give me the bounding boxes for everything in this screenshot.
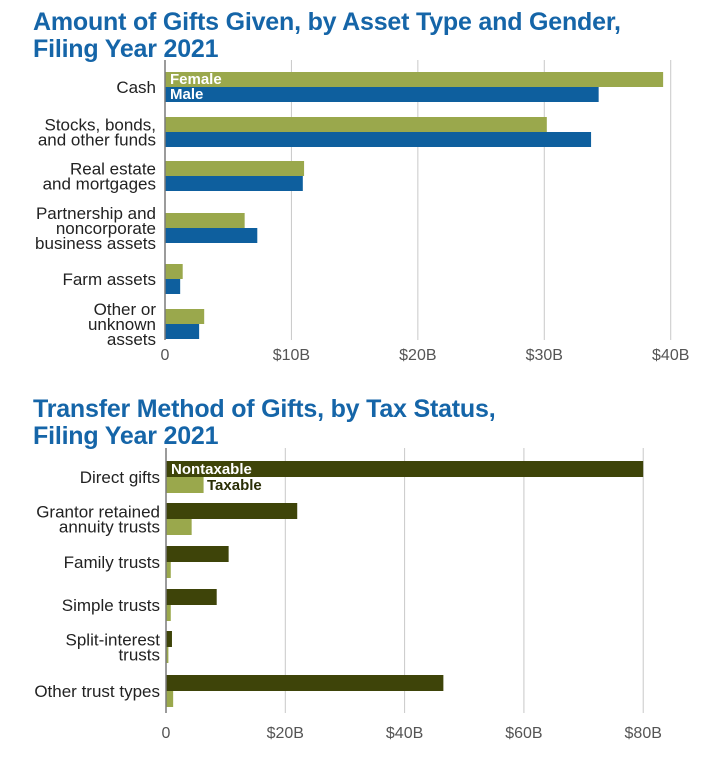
series-label-male: Male xyxy=(170,86,203,103)
title-line-1: Transfer Method of Gifts, by Tax Status, xyxy=(33,395,496,423)
bar-nontaxable xyxy=(166,631,172,647)
x-tick-label: $20B xyxy=(267,725,304,742)
series-label-nontaxable: Nontaxable xyxy=(171,461,252,478)
bar-male xyxy=(165,228,258,243)
x-tick-label: $40B xyxy=(386,725,423,742)
bar-male xyxy=(165,324,200,339)
bar-male xyxy=(165,87,599,102)
bar-female xyxy=(165,309,205,324)
title-line-2: Filing Year 2021 xyxy=(33,422,219,450)
category-label: Split-interest xyxy=(66,631,161,650)
bar-female xyxy=(165,264,183,279)
bar-male xyxy=(165,132,592,147)
x-tick-label: $80B xyxy=(625,725,662,742)
category-label: Cash xyxy=(116,78,156,97)
bar-nontaxable xyxy=(166,461,644,477)
bar-nontaxable xyxy=(166,503,298,519)
chart-title-asset-type: Amount of Gifts Given, by Asset Type and… xyxy=(33,9,621,63)
category-label: Other trust types xyxy=(34,682,160,701)
category-label: and other funds xyxy=(38,131,156,150)
category-label: Direct gifts xyxy=(80,468,160,487)
bar-taxable xyxy=(166,605,171,621)
category-label: Partnership and xyxy=(36,204,156,223)
chart-title-transfer-method: Transfer Method of Gifts, by Tax Status,… xyxy=(33,395,496,450)
category-label: business assets xyxy=(35,234,156,253)
x-tick-label: 0 xyxy=(162,725,171,742)
series-label-female: Female xyxy=(170,71,222,88)
bar-female xyxy=(165,72,664,87)
bar-nontaxable xyxy=(166,546,229,562)
bar-taxable xyxy=(166,691,174,707)
x-tick-label: 0 xyxy=(161,347,170,364)
series-label-taxable: Taxable xyxy=(207,477,262,494)
category-label: assets xyxy=(107,330,156,349)
x-tick-label: $20B xyxy=(399,347,436,364)
x-tick-label: $40B xyxy=(652,347,689,364)
category-label: Real estate xyxy=(70,160,156,179)
category-label: and mortgages xyxy=(43,175,156,194)
bar-taxable xyxy=(166,647,169,663)
bar-taxable xyxy=(166,562,171,578)
category-label: annuity trusts xyxy=(59,518,160,537)
title-line-1: Amount of Gifts Given, by Asset Type and… xyxy=(33,8,621,36)
category-label: Other or xyxy=(94,300,157,319)
category-label: unknown xyxy=(88,315,156,334)
category-label: Simple trusts xyxy=(62,596,160,615)
category-label: Family trusts xyxy=(64,553,160,572)
bar-female xyxy=(165,117,547,132)
bar-male xyxy=(165,279,181,294)
x-tick-label: $60B xyxy=(505,725,542,742)
title-line-2: Filing Year 2021 xyxy=(33,35,219,63)
bar-male xyxy=(165,176,303,191)
x-tick-label: $30B xyxy=(526,347,563,364)
bar-female xyxy=(165,213,245,228)
bar-taxable xyxy=(166,519,192,535)
category-label: Stocks, bonds, xyxy=(44,116,156,135)
category-label: Grantor retained xyxy=(36,503,160,522)
bar-taxable xyxy=(166,477,204,493)
bar-female xyxy=(165,161,305,176)
category-label: Farm assets xyxy=(62,270,156,289)
category-label: noncorporate xyxy=(56,219,156,238)
category-label: trusts xyxy=(118,646,160,665)
x-tick-label: $10B xyxy=(273,347,310,364)
bar-nontaxable xyxy=(166,589,217,605)
bar-nontaxable xyxy=(166,675,444,691)
